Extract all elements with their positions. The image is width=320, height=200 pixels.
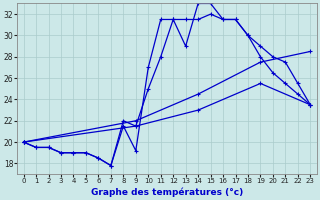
X-axis label: Graphe des températures (°c): Graphe des températures (°c) — [91, 187, 243, 197]
